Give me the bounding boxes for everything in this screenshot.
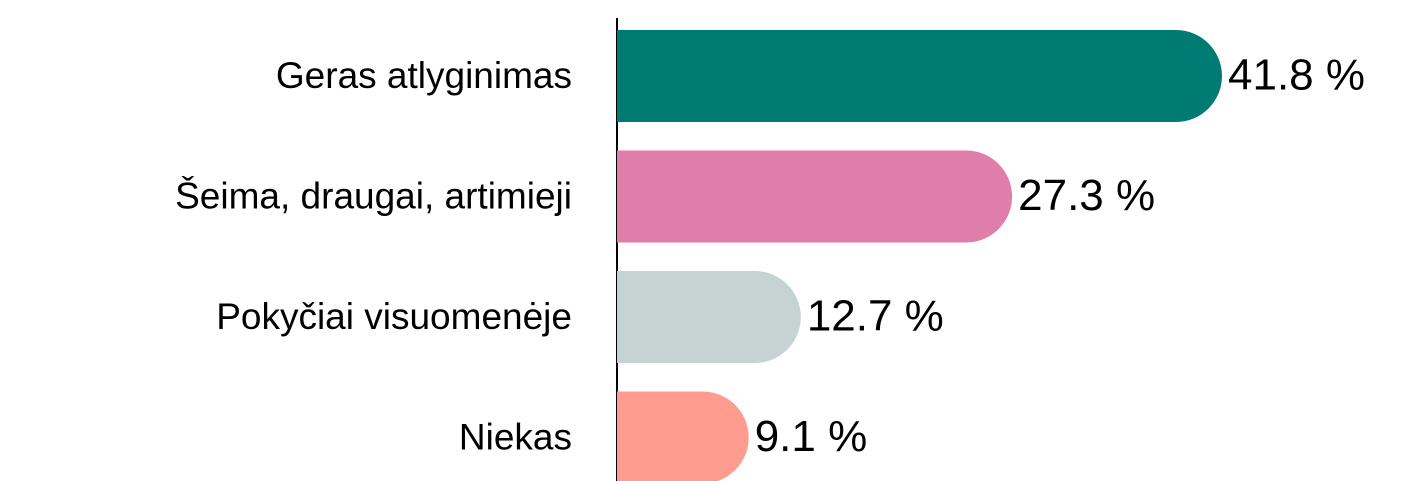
bar: [617, 30, 1222, 122]
category-label: Šeima, draugai, artimieji: [175, 175, 572, 216]
value-label: 12.7 %: [807, 292, 944, 341]
bar: [617, 150, 1013, 243]
bar: [617, 271, 801, 363]
value-label: 9.1 %: [755, 412, 868, 461]
value-label: 41.8 %: [1228, 51, 1365, 100]
category-label: Niekas: [459, 416, 572, 457]
bar: [617, 391, 749, 481]
value-label: 27.3 %: [1018, 171, 1155, 220]
category-label: Geras atlyginimas: [276, 55, 572, 96]
category-label: Pokyčiai visuomenėje: [216, 296, 572, 337]
